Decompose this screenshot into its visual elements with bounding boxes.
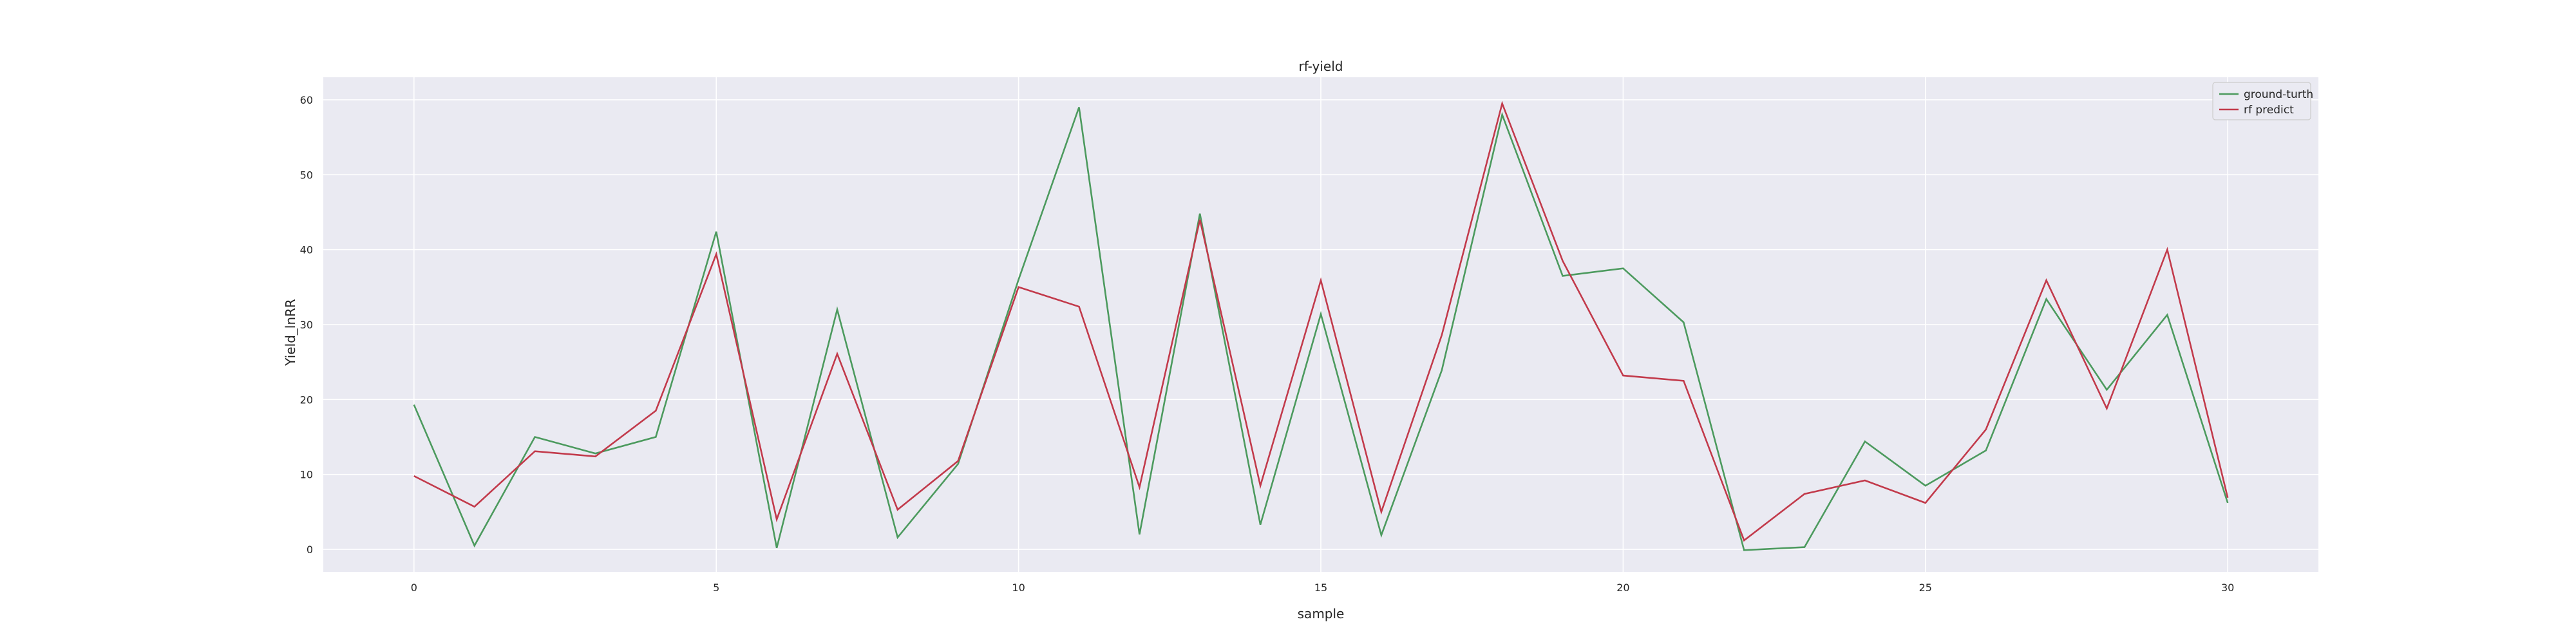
x-tick-label: 5 [713,582,719,594]
x-tick-label: 30 [2221,582,2234,594]
legend-box [2212,82,2311,120]
y-tick-label: 50 [300,169,313,181]
legend-label-rf-predict: rf predict [2244,104,2294,117]
x-tick-label: 20 [1616,582,1629,594]
x-axis-title: sample [1298,606,1345,621]
y-tick-label: 30 [300,319,313,331]
series-line-ground-turth [413,107,2229,551]
chart-title: rf-yield [1299,59,1343,74]
y-tick-label: 60 [300,94,313,106]
y-tick-label: 20 [300,393,313,406]
x-tick-label: 10 [1012,582,1025,594]
y-tick-label: 0 [307,544,313,556]
y-axis-title: Yield_lnRR [283,299,298,366]
x-tick-label: 15 [1314,582,1327,594]
x-axis-ticks: 0 5 10 15 20 25 30 [411,582,2235,594]
y-axis-ticks: 0 10 20 30 40 50 60 [300,94,313,556]
x-tick-label: 0 [411,582,417,594]
legend: ground-turth rf predict [2212,82,2313,120]
series-line-rf-predict [413,100,2229,542]
y-tick-label: 10 [300,469,313,481]
grid [323,77,2318,572]
legend-label-ground-turth: ground-turth [2244,88,2313,101]
y-tick-label: 40 [300,244,313,256]
series-layer [413,100,2229,551]
x-tick-label: 25 [1919,582,1932,594]
